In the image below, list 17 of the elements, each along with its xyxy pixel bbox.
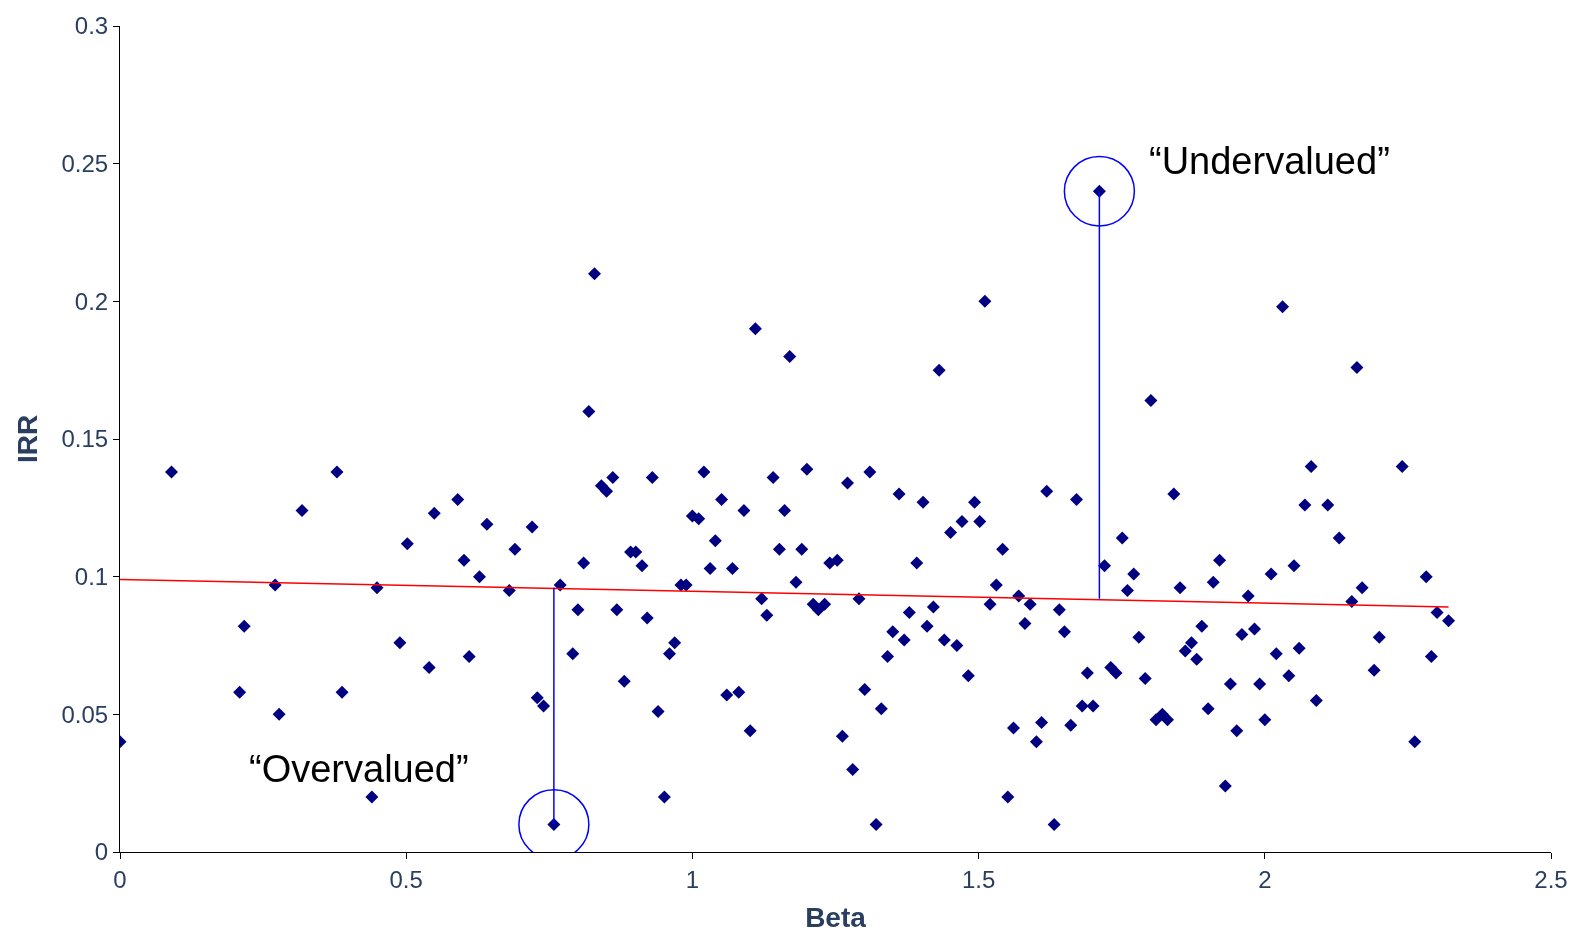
x-tick-label: 2 xyxy=(1258,865,1272,893)
y-tick-label: 0 xyxy=(94,838,109,866)
y-tick-label: 0.2 xyxy=(74,287,109,315)
y-axis-title: IRR xyxy=(12,414,44,464)
x-tick-label: 2.5 xyxy=(1534,865,1568,893)
annotation: “Overvalued” xyxy=(249,748,469,790)
y-tick-label: 0.05 xyxy=(61,700,109,728)
y-tick-label: 0.15 xyxy=(61,425,109,453)
y-tick-label: 0.1 xyxy=(74,563,109,591)
x-tick-label: 1 xyxy=(685,865,700,893)
y-tick-label: 0.3 xyxy=(74,12,109,40)
annotation: “Undervalued” xyxy=(1149,140,1390,182)
x-tick-label: 0.5 xyxy=(389,865,423,893)
y-tick-label: 0.25 xyxy=(61,150,109,178)
x-axis-title: Beta xyxy=(805,901,867,933)
x-tick-label: 1.5 xyxy=(961,865,996,893)
x-tick-label: 0 xyxy=(113,865,127,893)
